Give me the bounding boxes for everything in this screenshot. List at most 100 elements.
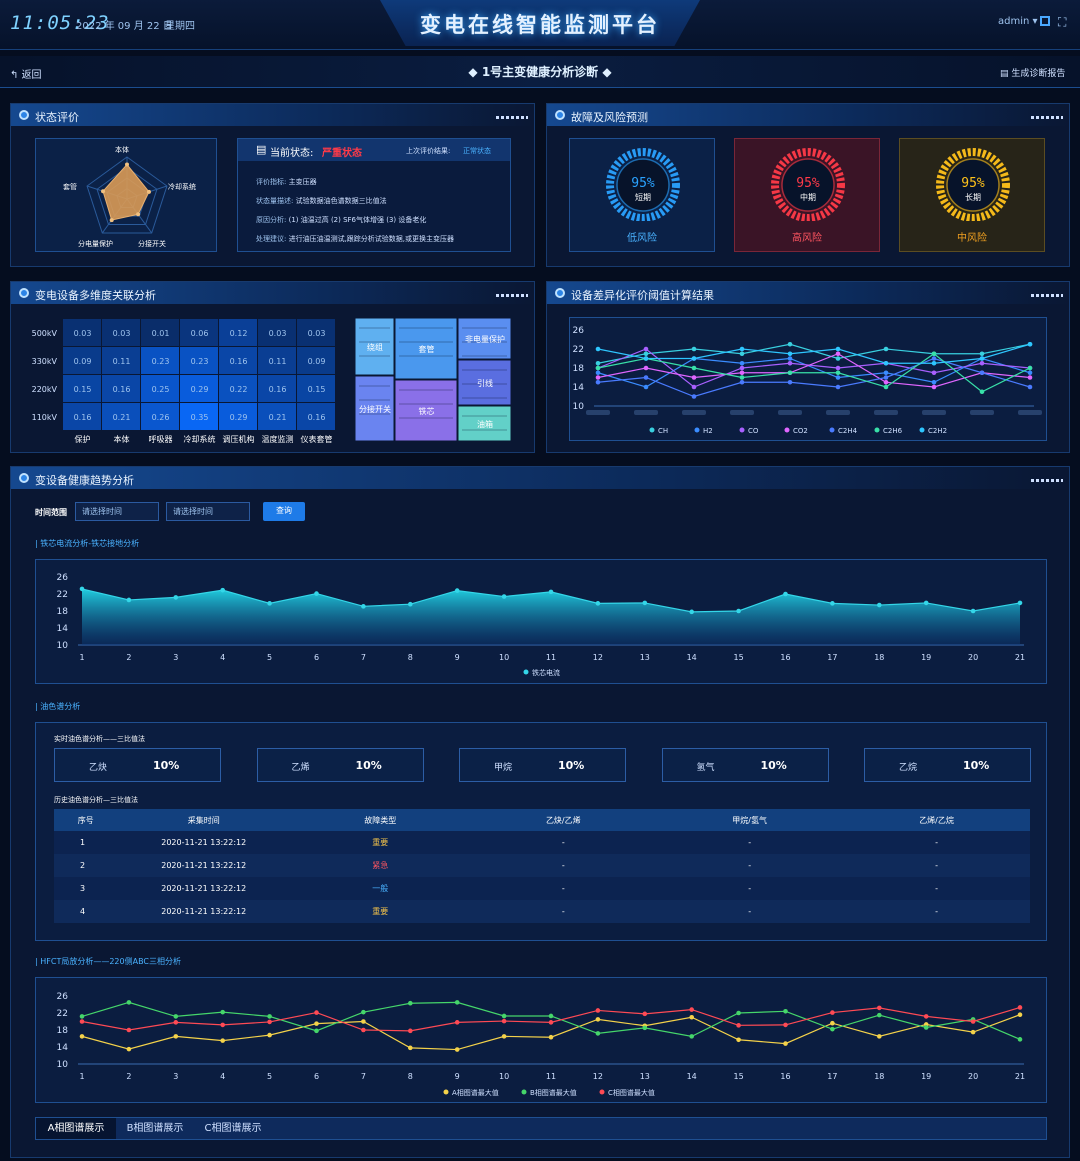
fullscreen-icon[interactable]: ⛶ (1058, 15, 1067, 29)
x-tick-label: 6 (314, 1072, 319, 1081)
legend-dot (521, 1089, 527, 1095)
data-point (787, 379, 793, 385)
data-point (1017, 600, 1023, 606)
data-point (501, 1018, 507, 1024)
diff-panel: 设备差异化评价阈值计算结果 26 22 18 14 10 CH H2 CO CO2 C2H4 C2H… (546, 281, 1070, 453)
treemap-label: 非电量保护 (465, 334, 505, 344)
heatmap-cell (258, 403, 296, 430)
back-button[interactable]: ↰ 返回 (10, 66, 42, 81)
data-point (923, 600, 929, 606)
x-tick-label: 10 (499, 1072, 509, 1081)
heatmap-value: 0.03 (113, 329, 131, 338)
risk-percent: 95% (796, 176, 820, 191)
data-point (173, 1020, 179, 1025)
data-point (643, 346, 649, 352)
x-tick-label: 17 (827, 653, 837, 662)
tab-b[interactable]: B相图谱展示 (126, 1123, 184, 1134)
data-point (883, 379, 889, 385)
data-point (691, 346, 697, 352)
legend-dot (694, 427, 700, 433)
current-status-label: 当前状态: (270, 148, 314, 159)
data-point (454, 1000, 460, 1005)
data-point (642, 600, 648, 606)
user-menu[interactable]: admin ▾ (998, 16, 1038, 27)
data-point (787, 370, 793, 376)
data-point (220, 1038, 225, 1043)
y-tick-label: 14 (57, 1043, 69, 1053)
y-tick-label: 22 (57, 590, 68, 600)
risk-card: 95% 中期 高风险 (734, 138, 880, 252)
data-point (126, 1027, 132, 1033)
heatmap-cell (297, 375, 335, 402)
cell-no: 3 (80, 884, 86, 893)
data-point (835, 370, 841, 376)
data-point (979, 370, 985, 376)
query-button[interactable]: 查询 (263, 502, 305, 521)
heatmap-value: 0.09 (308, 357, 326, 366)
start-time-input[interactable]: 请选择时间 (75, 502, 159, 521)
tab-a[interactable]: A相图谱展示 (36, 1118, 116, 1139)
grid-icon[interactable] (1040, 16, 1050, 26)
x-tick-label: 20 (968, 1072, 978, 1081)
y-tick-label: 10 (573, 402, 585, 412)
report-button[interactable]: ▤ 生成诊断报告 (1000, 66, 1065, 79)
gas-card: 氢气 10% (661, 748, 829, 782)
heatmap-value: 0.11 (113, 357, 131, 366)
data-point (923, 1025, 929, 1030)
data-point (220, 1022, 225, 1028)
hfct-title-text: HFCT局放分析——220侧ABC三相分析 (40, 957, 182, 966)
heatmap-value: 0.03 (308, 329, 326, 338)
data-point (595, 365, 601, 371)
data-point (877, 1012, 882, 1018)
cell-fault-type: 紧急 (372, 861, 389, 870)
radar-point (146, 189, 151, 194)
last-status-label: 上次评价结果: (406, 147, 451, 155)
data-point (739, 375, 745, 380)
data-point (267, 1014, 272, 1019)
y-tick-label: 26 (57, 573, 69, 583)
y-tick-label: 26 (573, 326, 585, 336)
risk-card: 95% 短期低风险 (569, 138, 715, 252)
data-point (877, 1034, 882, 1039)
heatmap-value: 0.06 (191, 329, 209, 338)
heatmap-value: 0.26 (152, 413, 170, 422)
table-header: 甲烷/氢气 (732, 815, 767, 825)
status-row-key: 状态量描述: (256, 197, 294, 205)
heatmap-col-label: 温度监测 (262, 434, 294, 444)
risk-level: 低风险 (627, 233, 657, 244)
x-tick-label: 13 (640, 1072, 650, 1081)
data-point (877, 1005, 882, 1011)
end-time-input[interactable]: 请选择时间 (166, 502, 250, 521)
x-tick-label: 21 (1015, 1072, 1025, 1081)
treemap-block (354, 375, 395, 442)
treemap-block (457, 317, 512, 360)
ring-ticks (936, 148, 1010, 222)
data-point (970, 608, 976, 614)
data-point (361, 604, 366, 609)
cell-fault-type: 重要 (372, 907, 389, 916)
data-point (1027, 365, 1033, 371)
data-point (691, 375, 697, 380)
x-tick-label: 2 (126, 653, 131, 662)
tab-c[interactable]: C相图谱展示 (204, 1123, 262, 1134)
heatmap-col-label: 呼吸器 (149, 434, 173, 444)
heatmap-value: 0.01 (152, 329, 170, 338)
data-point (783, 1022, 788, 1028)
risk-ring: 95%短期 (606, 148, 680, 222)
heatmap-row-label: 220kV (32, 385, 58, 394)
panel-dot-icon (555, 110, 565, 120)
heatmap-col-label: 仪表套管 (301, 434, 333, 444)
heatmap-cell (63, 403, 101, 430)
data-point (408, 601, 413, 607)
x-tick-label: 20 (968, 653, 978, 662)
treemap-label: 引线 (477, 378, 493, 388)
blurred-x-label (922, 410, 946, 415)
status-row: 原因分析: (1) 油温过高 (2) SF6气体增强 (3) 设备老化 (256, 215, 506, 225)
data-point (835, 384, 841, 390)
data-point (739, 346, 745, 352)
gas-box: 实时油色谱分析——三比值法 乙炔 10% 乙烯 10% 甲烷 10% 氢气 10% 乙烷 10% … (35, 722, 1047, 941)
panel-dot-icon (19, 110, 29, 120)
panel-dot-icon (555, 288, 565, 298)
data-point (830, 1010, 835, 1015)
cell-time: 2020-11-21 13:22:12 (161, 884, 247, 893)
